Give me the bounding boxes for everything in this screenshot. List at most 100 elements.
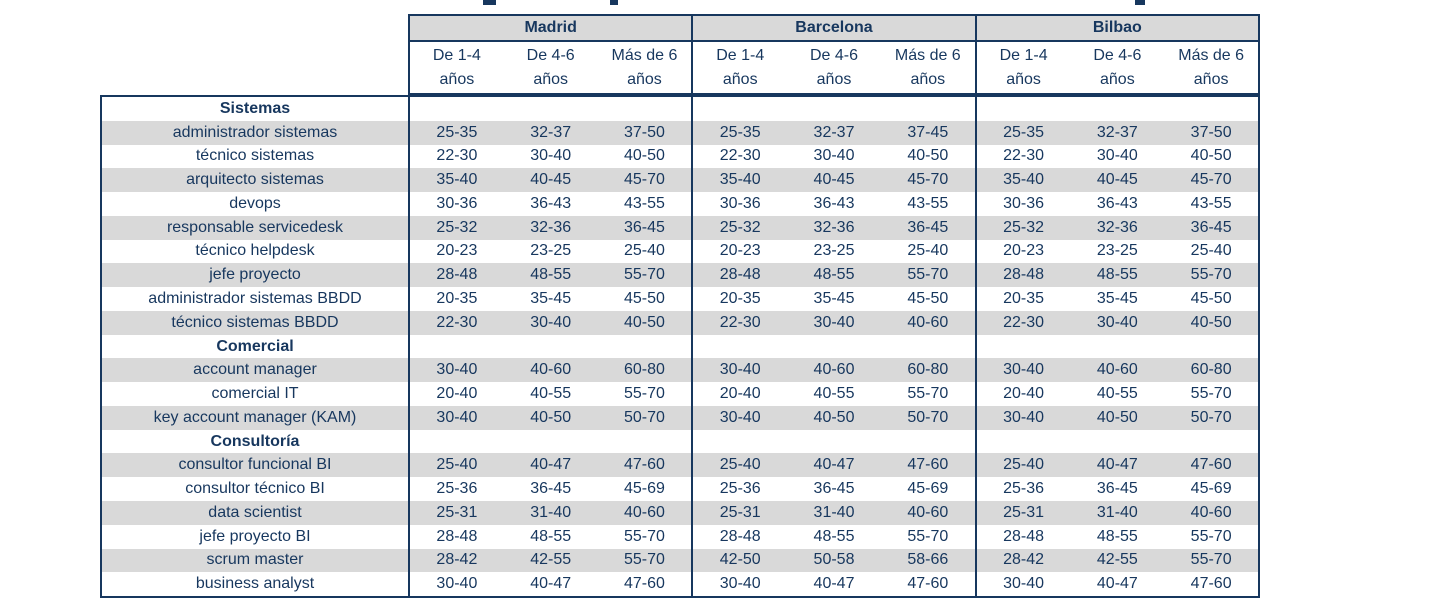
salary-cell: 36-43 bbox=[1096, 194, 1138, 212]
experience-label-line2: años bbox=[627, 70, 662, 88]
row-label: administrador sistemas bbox=[172, 123, 338, 141]
salary-cell: 40-47 bbox=[530, 456, 572, 474]
salary-cell: 40-50 bbox=[1190, 313, 1232, 331]
salary-cell: 25-36 bbox=[408, 477, 504, 502]
salary-cell: 43-55 bbox=[1190, 194, 1232, 212]
salary-cell: 47-60 bbox=[907, 456, 949, 474]
row-label: técnico sistemas BBDD bbox=[171, 313, 339, 331]
salary-cell: 20-23 bbox=[974, 239, 1071, 264]
experience-label-line2: años bbox=[1006, 70, 1041, 88]
salary-cell: 45-69 bbox=[623, 480, 665, 498]
row-label: key account manager (KAM) bbox=[153, 408, 357, 426]
salary-cell: 40-45 bbox=[813, 171, 855, 189]
salary-cell: 40-47 bbox=[813, 575, 855, 593]
row-label: consultor técnico BI bbox=[185, 480, 325, 498]
salary-cell bbox=[881, 335, 975, 359]
salary-cell: 30-40 bbox=[813, 313, 855, 331]
row-label: arquitecto sistemas bbox=[186, 171, 324, 189]
salary-cell: 47-60 bbox=[623, 456, 665, 474]
row-label: técnico helpdesk bbox=[195, 242, 315, 260]
city-header-barcelona: Barcelona bbox=[691, 16, 975, 40]
experience-label-line2: años bbox=[1100, 70, 1135, 88]
salary-cell: 40-55 bbox=[1096, 385, 1138, 403]
salary-cell: 25-31 bbox=[974, 501, 1071, 525]
salary-cell: 40-47 bbox=[813, 456, 855, 474]
salary-cell: 60-80 bbox=[623, 361, 665, 379]
row-label: business analyst bbox=[195, 575, 315, 593]
salary-cell: 55-70 bbox=[1190, 266, 1232, 284]
salary-cell: 42-50 bbox=[691, 548, 787, 573]
salary-cell: 40-50 bbox=[813, 408, 855, 426]
salary-cell bbox=[1164, 335, 1258, 359]
row-label: account manager bbox=[193, 361, 317, 379]
row-label: jefe proyecto BI bbox=[199, 527, 311, 545]
city-header-row: Madrid Barcelona Bilbao bbox=[410, 16, 1258, 42]
experience-label-line1: De 1-4 bbox=[716, 46, 765, 64]
salary-cell: 40-60 bbox=[530, 361, 572, 379]
experience-label-line1: Más de 6 bbox=[611, 46, 678, 64]
salary-cell: 55-70 bbox=[623, 266, 665, 284]
salary-cell: 35-40 bbox=[974, 168, 1071, 193]
row-label: técnico sistemas bbox=[195, 147, 315, 165]
salary-cell: 31-40 bbox=[1096, 503, 1138, 521]
salary-cell: 50-70 bbox=[1190, 408, 1232, 426]
salary-cell: 28-42 bbox=[408, 548, 504, 573]
salary-cell bbox=[504, 97, 598, 121]
salary-cell: 45-70 bbox=[1190, 171, 1232, 189]
salary-cell: 25-40 bbox=[623, 242, 665, 260]
salary-cell bbox=[881, 97, 975, 121]
salary-cell: 45-70 bbox=[907, 171, 949, 189]
salary-cell: 23-25 bbox=[1096, 242, 1138, 260]
salary-cell: 36-45 bbox=[1096, 480, 1138, 498]
salary-cell bbox=[1164, 430, 1258, 454]
salary-cell bbox=[974, 429, 1071, 454]
salary-cell: 32-36 bbox=[813, 218, 855, 236]
salary-cell: 25-31 bbox=[691, 501, 787, 525]
cropped-title-descender bbox=[483, 0, 496, 5]
salary-cell: 25-35 bbox=[691, 120, 787, 145]
salary-cell: 43-55 bbox=[907, 194, 949, 212]
salary-cell: 60-80 bbox=[1190, 361, 1232, 379]
salary-cell: 55-70 bbox=[1190, 551, 1232, 569]
row-label: consultor funcional BI bbox=[178, 456, 332, 474]
salary-cell: 25-35 bbox=[408, 120, 504, 145]
experience-header-barcelona-0: De 1-4 años bbox=[691, 42, 787, 93]
salary-cell: 36-45 bbox=[623, 218, 665, 236]
salary-cell: 31-40 bbox=[530, 503, 572, 521]
experience-label-line1: De 4-6 bbox=[810, 46, 859, 64]
salary-cell: 22-30 bbox=[408, 310, 504, 335]
salary-cell: 30-40 bbox=[408, 358, 504, 383]
salary-cell bbox=[408, 97, 504, 121]
section-header-row: Sistemas bbox=[102, 97, 1258, 121]
table-row: administrador sistemas 25-35 32-37 37-50 25-… bbox=[102, 120, 1258, 145]
city-header-bilbao: Bilbao bbox=[974, 16, 1258, 40]
salary-cell bbox=[504, 335, 598, 359]
salary-cell: 30-40 bbox=[1096, 313, 1138, 331]
salary-cell: 28-48 bbox=[974, 524, 1071, 549]
section-name: Comercial bbox=[216, 337, 294, 355]
salary-cell: 40-47 bbox=[530, 575, 572, 593]
salary-cell: 22-30 bbox=[974, 310, 1071, 335]
salary-cell: 20-35 bbox=[974, 287, 1071, 311]
salary-cell bbox=[1070, 335, 1164, 359]
table-row: técnico sistemas 22-30 30-40 40-50 22-30 30-4… bbox=[102, 144, 1258, 169]
salary-cell bbox=[598, 335, 692, 359]
salary-cell: 37-45 bbox=[907, 123, 949, 141]
salary-cell: 30-40 bbox=[530, 147, 572, 165]
salary-cell: 35-45 bbox=[530, 290, 572, 307]
table-row: devops 30-36 36-43 43-55 30-36 36-43 43-55 30-3… bbox=[102, 192, 1258, 216]
salary-cell: 20-40 bbox=[408, 382, 504, 406]
salary-cell: 20-23 bbox=[408, 239, 504, 264]
salary-cell: 50-70 bbox=[907, 408, 949, 426]
experience-label-line2: años bbox=[439, 70, 475, 88]
salary-cell: 35-45 bbox=[813, 290, 855, 307]
salary-cell bbox=[408, 334, 504, 359]
salary-cell: 30-40 bbox=[974, 405, 1071, 430]
experience-label-line1: De 1-4 bbox=[999, 46, 1048, 64]
experience-header-madrid-1: De 4-6 años bbox=[504, 42, 598, 93]
salary-cell: 32-37 bbox=[813, 123, 855, 141]
salary-cell: 40-60 bbox=[907, 313, 949, 331]
salary-cell: 20-40 bbox=[974, 382, 1071, 406]
section-name: Sistemas bbox=[219, 99, 291, 117]
table-row: arquitecto sistemas 35-40 40-45 45-70 35-40 4… bbox=[102, 168, 1258, 193]
